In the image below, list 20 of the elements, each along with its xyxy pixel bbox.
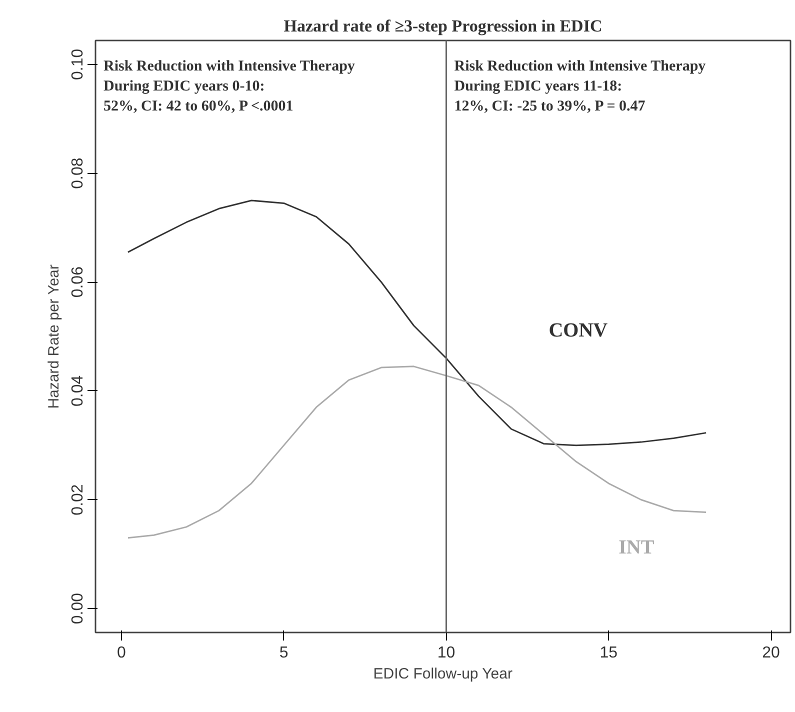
x-tick-label: 0	[117, 644, 126, 662]
y-tick-label: 0.02	[70, 484, 86, 516]
y-axis-title: Hazard Rate per Year	[46, 264, 62, 409]
x-tick-label: 10	[437, 644, 456, 662]
y-tick-label: 0.06	[70, 266, 86, 298]
series-label: INT	[618, 536, 655, 558]
x-tick-label: 15	[600, 644, 618, 662]
y-tick-label: 0.10	[70, 48, 86, 80]
x-tick-label: 20	[762, 644, 780, 662]
y-tick-label: 0.00	[70, 592, 86, 624]
y-tick-label: 0.08	[70, 158, 86, 189]
y-tick-label: 0.04	[70, 375, 86, 406]
x-axis-title: EDIC Follow-up Year	[373, 666, 512, 682]
x-tick-label: 5	[279, 644, 288, 662]
annotation: Risk Reduction with Intensive Therapy During EDIC years 0-10: 52%, CI: 42 to 60%, P <.0001	[104, 58, 356, 114]
annotation: Risk Reduction with Intensive Therapy During EDIC years 11-18: 12%, CI: -25 to 39%, P = 0.47	[454, 58, 706, 114]
line-series	[127, 200, 707, 446]
chart-title: Hazard rate of ≥3-step Progression in EDIC	[284, 16, 602, 36]
text: CONV	[548, 319, 608, 342]
line-series	[127, 366, 707, 539]
